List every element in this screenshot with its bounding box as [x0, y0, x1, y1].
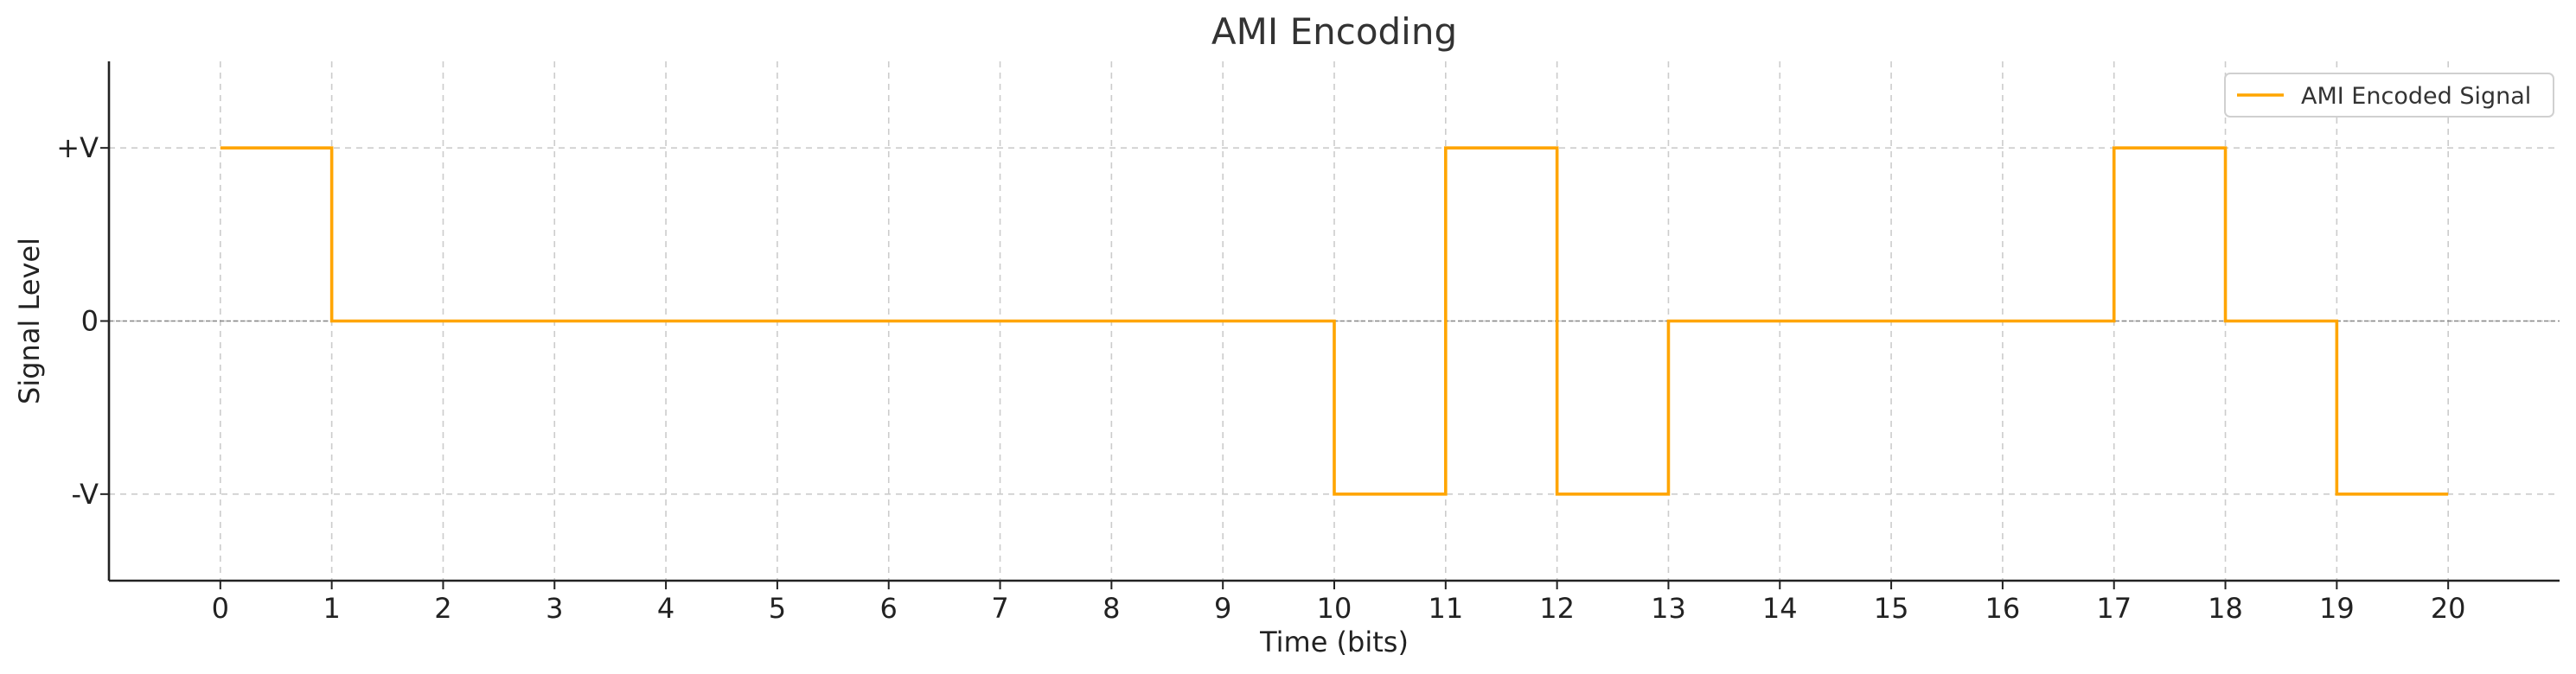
- legend: AMI Encoded Signal: [2224, 73, 2554, 118]
- x-tick-label: 6: [880, 592, 898, 625]
- legend-entry-label: AMI Encoded Signal: [2301, 83, 2531, 110]
- y-axis-label: Signal Level: [13, 238, 46, 404]
- x-tick-label: 14: [1762, 592, 1798, 625]
- series-layer: [220, 146, 2449, 496]
- y-tick-label: 0: [81, 305, 99, 338]
- x-tick-label: 8: [1103, 592, 1120, 625]
- x-axis-label: Time (bits): [1259, 626, 1409, 658]
- x-tick-label: 17: [2096, 592, 2132, 625]
- x-tick-label: 15: [1874, 592, 1909, 625]
- x-tick-label: 16: [1985, 592, 2021, 625]
- y-tick-label: +V: [56, 131, 99, 164]
- x-tick-label: 20: [2431, 592, 2466, 625]
- legend-box: [2224, 73, 2554, 118]
- x-tick-label: 4: [657, 592, 674, 625]
- x-tick-label: 12: [1539, 592, 1575, 625]
- x-tick-label: 10: [1317, 592, 1352, 625]
- x-tick-label: 5: [769, 592, 786, 625]
- x-tick-label: 13: [1651, 592, 1686, 625]
- x-tick-label: 1: [323, 592, 340, 625]
- x-tick-label: 18: [2208, 592, 2243, 625]
- x-tick-label: 9: [1214, 592, 1231, 625]
- chart-title: AMI Encoding: [1211, 10, 1457, 53]
- x-tick-label: 2: [434, 592, 451, 625]
- x-tick-label: 3: [546, 592, 563, 625]
- x-tick-label: 7: [991, 592, 1008, 625]
- ticks-layer: 0 1 2 3 4 5 6 7 8 9 10 11 12 13 14 15 16 17 18 19 20-V0+V: [56, 131, 2465, 625]
- y-tick-label: -V: [71, 478, 99, 511]
- x-tick-label: 11: [1428, 592, 1463, 625]
- x-tick-label: 19: [2319, 592, 2355, 625]
- x-tick-label: 0: [212, 592, 229, 625]
- series-line-ami-encoded-signal: [220, 146, 2449, 496]
